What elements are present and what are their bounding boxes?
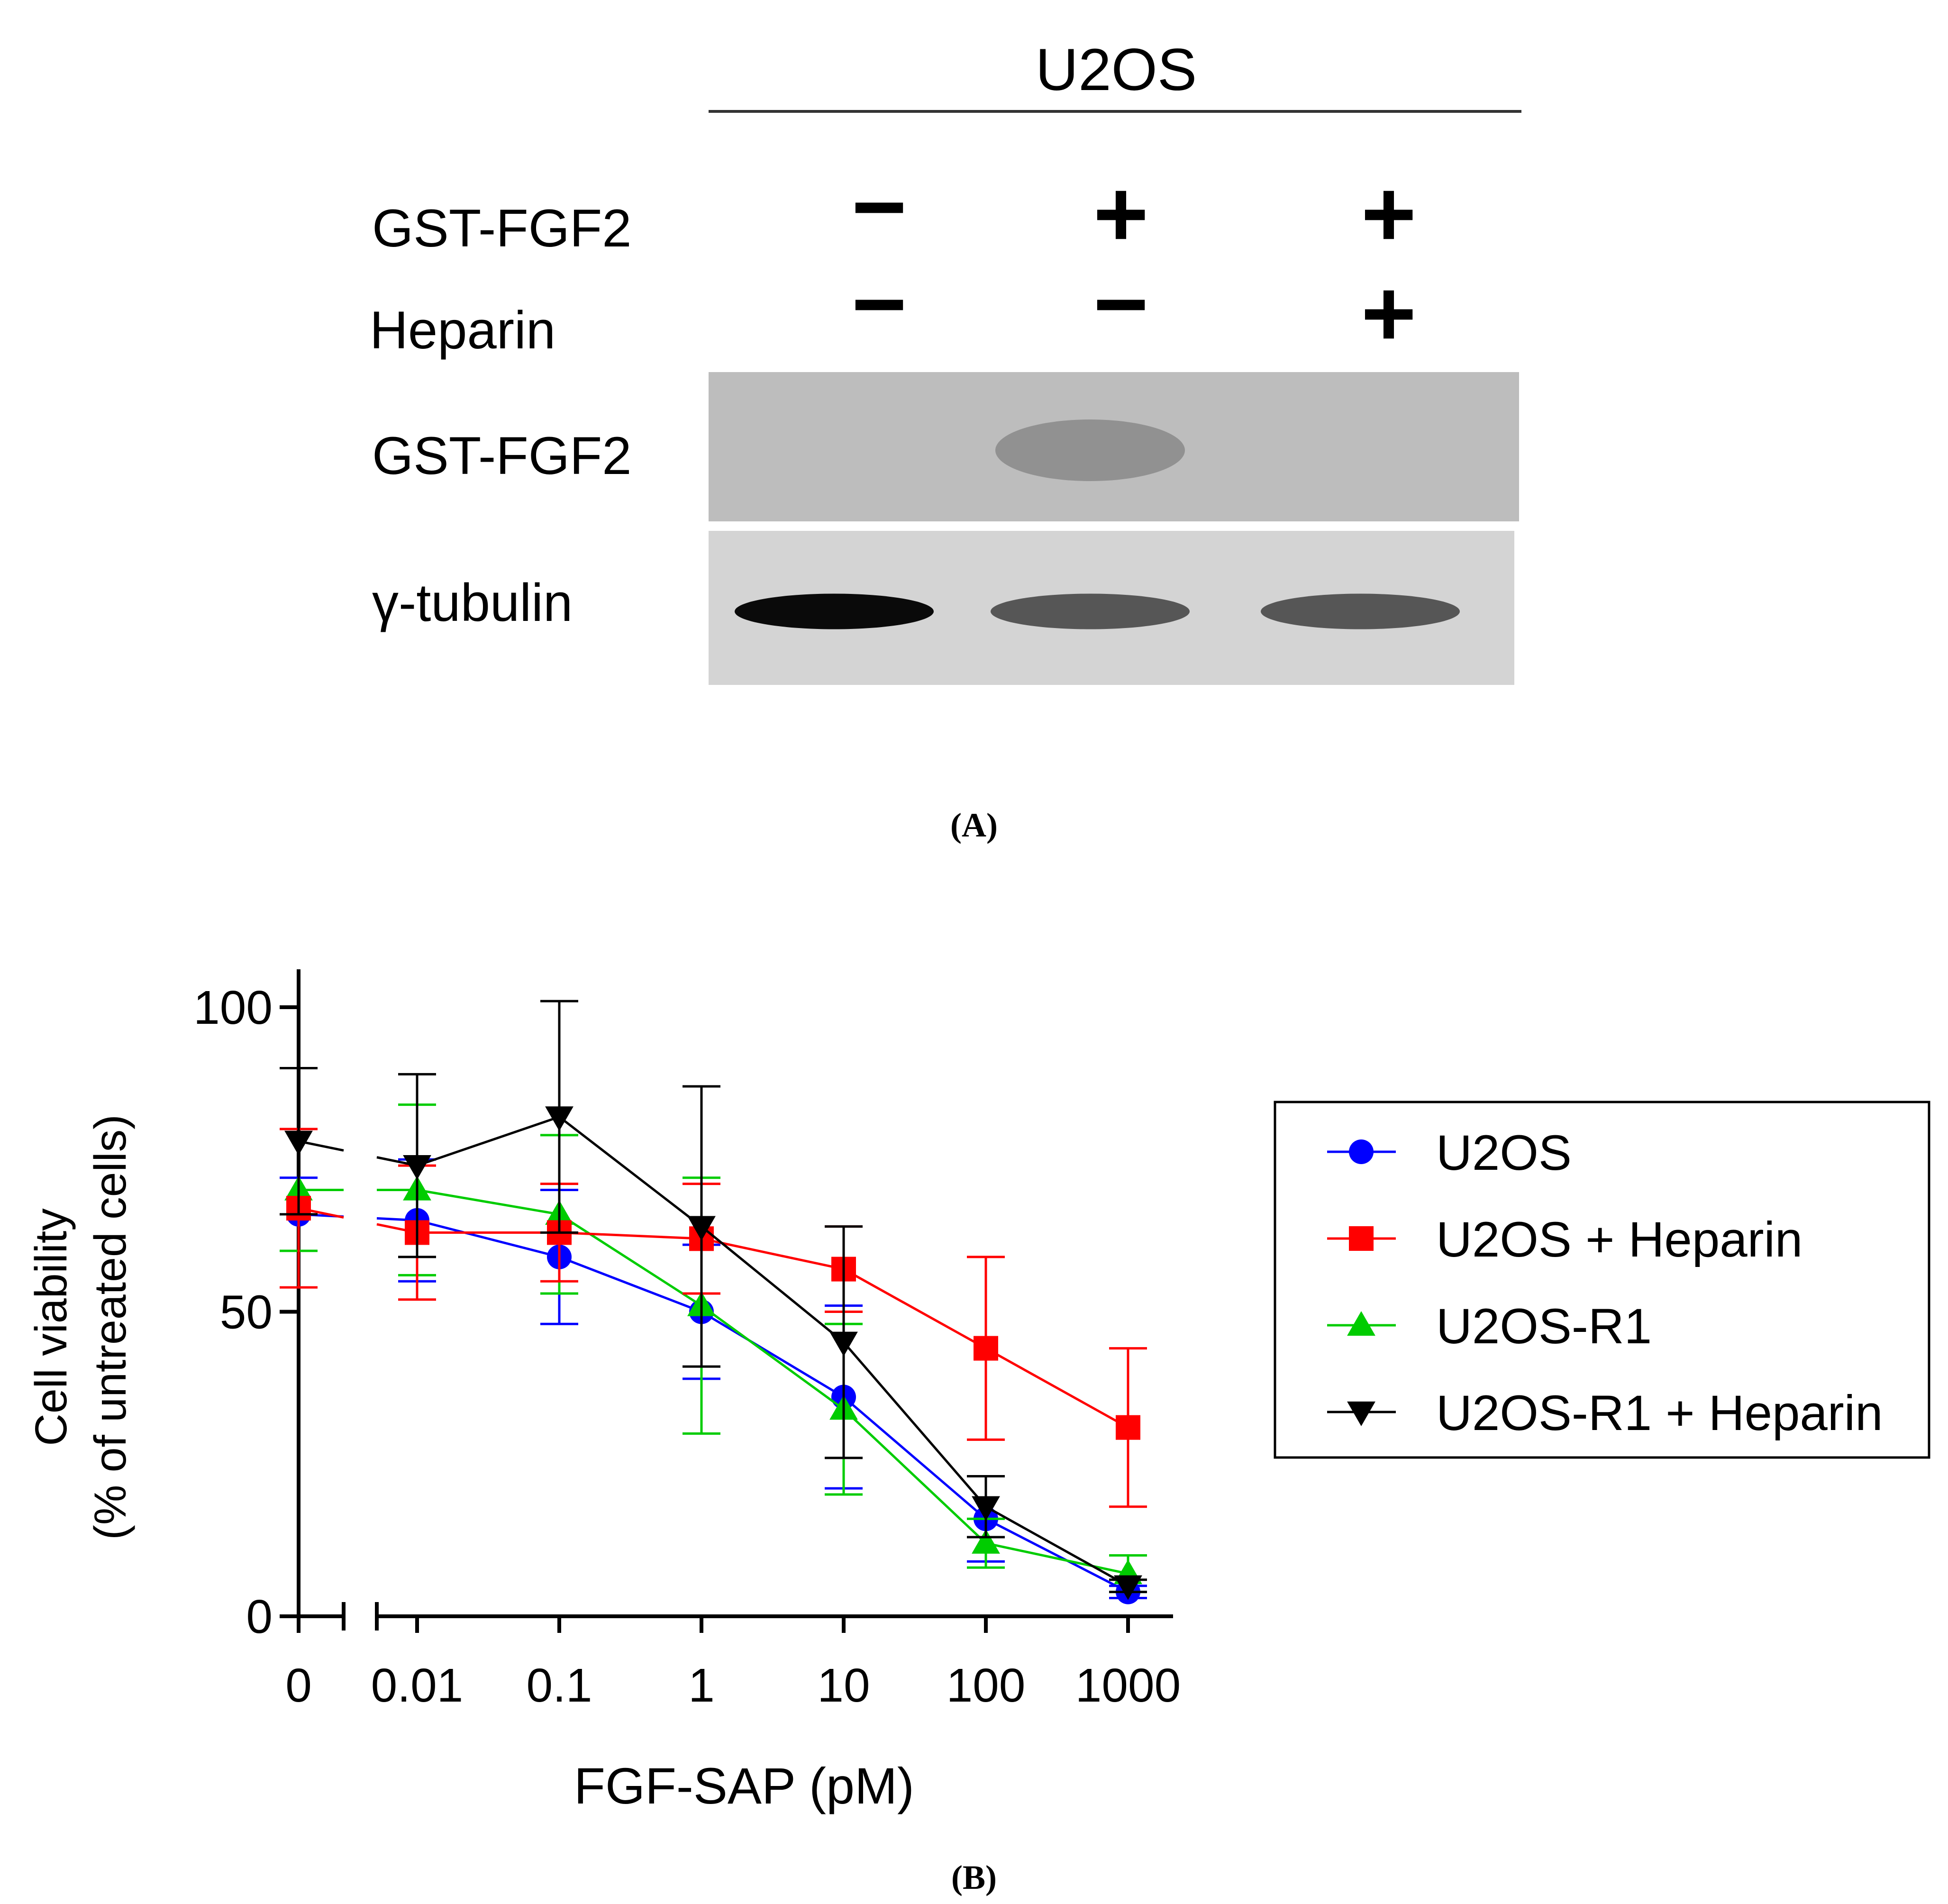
data-point xyxy=(284,1130,313,1156)
series-line xyxy=(417,1231,1129,1429)
lane-2-heparin-sign: − xyxy=(1093,251,1149,357)
lane-3-gst-fgf2-sign: + xyxy=(1361,161,1417,267)
legend: U2OS U2OS + Heparin U2OS-R1 U2OS-R1 + Hepar… xyxy=(1274,1101,1930,1459)
row-label-gst-fgf2: GST-FGF2 xyxy=(372,199,632,258)
lane-3-heparin-sign: + xyxy=(1361,261,1417,366)
blot-band xyxy=(1261,593,1460,629)
series-3 xyxy=(280,1000,1147,1600)
legend-box xyxy=(1274,1101,1930,1459)
cell-line-header: U2OS xyxy=(1036,37,1197,103)
data-point xyxy=(829,1331,858,1357)
blot-band xyxy=(995,419,1185,481)
data-point xyxy=(403,1155,431,1180)
y-tick-label: 100 xyxy=(193,981,273,1034)
legend-label: U2OS + Heparin xyxy=(1436,1212,1802,1267)
x-tick-label: 100 xyxy=(947,1659,1026,1712)
x-tick-label: 10 xyxy=(817,1659,870,1712)
y-axis-title-line1: Cell viability xyxy=(26,1208,76,1446)
lane-1-heparin-sign: − xyxy=(852,251,907,357)
panel-label-a: (A) xyxy=(950,806,998,844)
data-point xyxy=(687,1216,716,1241)
blot-label-gamma-tubulin: γ-tubulin xyxy=(372,573,573,632)
series-line xyxy=(417,1115,1129,1587)
x-tick-label: 0 xyxy=(285,1659,312,1712)
legend-marker xyxy=(1349,1139,1374,1164)
legend-marker xyxy=(1347,1311,1375,1336)
data-point xyxy=(972,1496,1000,1521)
chart-series xyxy=(280,1000,1147,1604)
data-point xyxy=(1114,1575,1142,1600)
blot-band xyxy=(735,593,934,629)
row-label-heparin: Heparin xyxy=(370,301,555,360)
y-tick-label: 0 xyxy=(246,1590,273,1643)
data-point xyxy=(1116,1415,1140,1440)
blot-band xyxy=(991,593,1190,629)
blot-bands xyxy=(735,419,1460,629)
panel-a-western-blot: U2OS GST-FGF2 Heparin − + + − − + GST-FG… xyxy=(370,37,1521,844)
x-tick-label: 1000 xyxy=(1075,1659,1181,1712)
series-line xyxy=(417,1189,1129,1575)
legend-entries: U2OS U2OS + Heparin U2OS-R1 U2OS-R1 + Hepar… xyxy=(1327,1125,1883,1441)
y-axis-title-line2: (% of untreated cells) xyxy=(85,1114,136,1540)
series-line xyxy=(417,1219,1129,1593)
lane-1-gst-fgf2-sign: − xyxy=(852,154,907,260)
x-tick-label: 0.01 xyxy=(371,1659,464,1712)
legend-marker xyxy=(1347,1401,1375,1426)
legend-label: U2OS xyxy=(1436,1125,1572,1181)
data-point xyxy=(545,1106,573,1131)
series-line-break-left xyxy=(298,1140,344,1152)
blot-label-gst-fgf2: GST-FGF2 xyxy=(372,426,632,485)
legend-marker xyxy=(1349,1226,1374,1251)
data-point xyxy=(972,1529,1000,1554)
x-tick-label: 1 xyxy=(688,1659,715,1712)
panel-label-b: (B) xyxy=(951,1858,997,1896)
y-tick-label: 50 xyxy=(220,1286,273,1339)
x-axis-title: FGF-SAP (pM) xyxy=(574,1757,914,1814)
legend-label: U2OS-R1 + Heparin xyxy=(1436,1385,1883,1441)
lane-2-gst-fgf2-sign: + xyxy=(1093,161,1149,267)
x-tick-label: 0.1 xyxy=(526,1659,592,1712)
data-point xyxy=(974,1336,998,1361)
legend-label: U2OS-R1 xyxy=(1436,1299,1652,1354)
